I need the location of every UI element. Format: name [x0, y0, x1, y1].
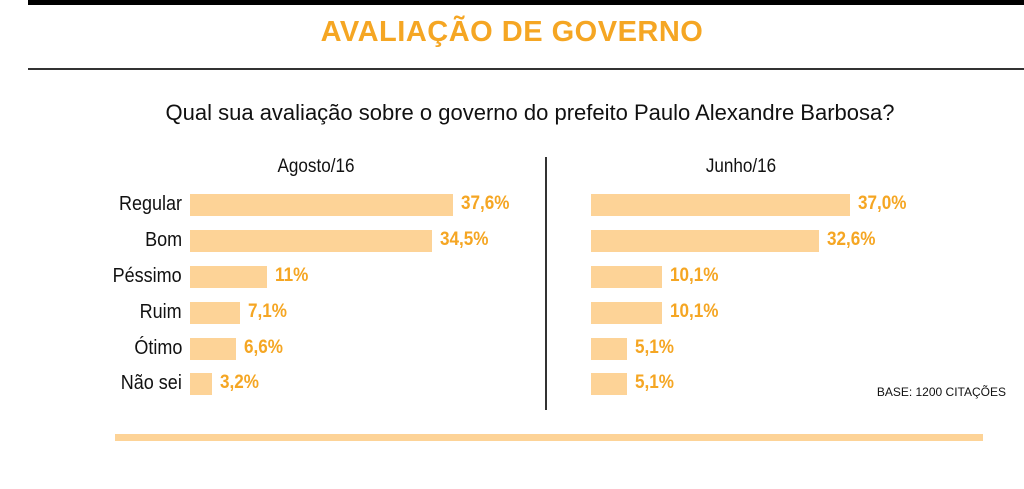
bar-0-2 [190, 266, 267, 288]
category-label: Ótimo [133, 337, 182, 359]
base-note: BASE: 1200 CITAÇÕES [876, 385, 1006, 399]
value-label: 3,2% [220, 372, 260, 393]
value-label: 10,1% [669, 265, 719, 286]
panel-title-1: Junho/16 [705, 156, 777, 177]
category-label: Não sei [120, 372, 182, 394]
title-rule [28, 68, 1024, 70]
bar-0-0 [190, 194, 454, 216]
bar-1-3 [591, 302, 662, 324]
value-label: 34,5% [439, 229, 488, 250]
panel-divider [545, 157, 547, 410]
bottom-bar [115, 434, 983, 441]
value-label: 10,1% [669, 301, 719, 322]
question-text: Qual sua avaliação sobre o governo do pr… [165, 100, 895, 125]
top-border [28, 0, 1024, 5]
bar-1-4 [591, 338, 627, 360]
category-label: Bom [144, 229, 182, 251]
value-label: 37,0% [858, 193, 907, 214]
bar-0-1 [190, 230, 432, 252]
panel-title-0: Agosto/16 [277, 156, 355, 177]
bar-0-4 [190, 338, 237, 360]
bar-1-5 [591, 373, 627, 395]
bar-0-5 [190, 373, 213, 395]
category-label: Péssimo [112, 265, 182, 287]
value-label: 5,1% [634, 337, 674, 358]
category-label: Ruim [139, 301, 182, 323]
bar-1-1 [591, 230, 820, 252]
value-label: 7,1% [247, 301, 287, 322]
page-title: AVALIAÇÃO DE GOVERNO [320, 16, 704, 48]
value-label: 11% [275, 265, 309, 286]
value-label: 37,6% [461, 193, 510, 214]
category-label: Regular [118, 193, 182, 215]
bar-1-0 [591, 194, 850, 216]
value-label: 32,6% [827, 229, 876, 250]
value-label: 6,6% [244, 337, 284, 358]
value-label: 5,1% [634, 372, 674, 393]
bar-1-2 [591, 266, 662, 288]
bar-0-3 [190, 302, 240, 324]
